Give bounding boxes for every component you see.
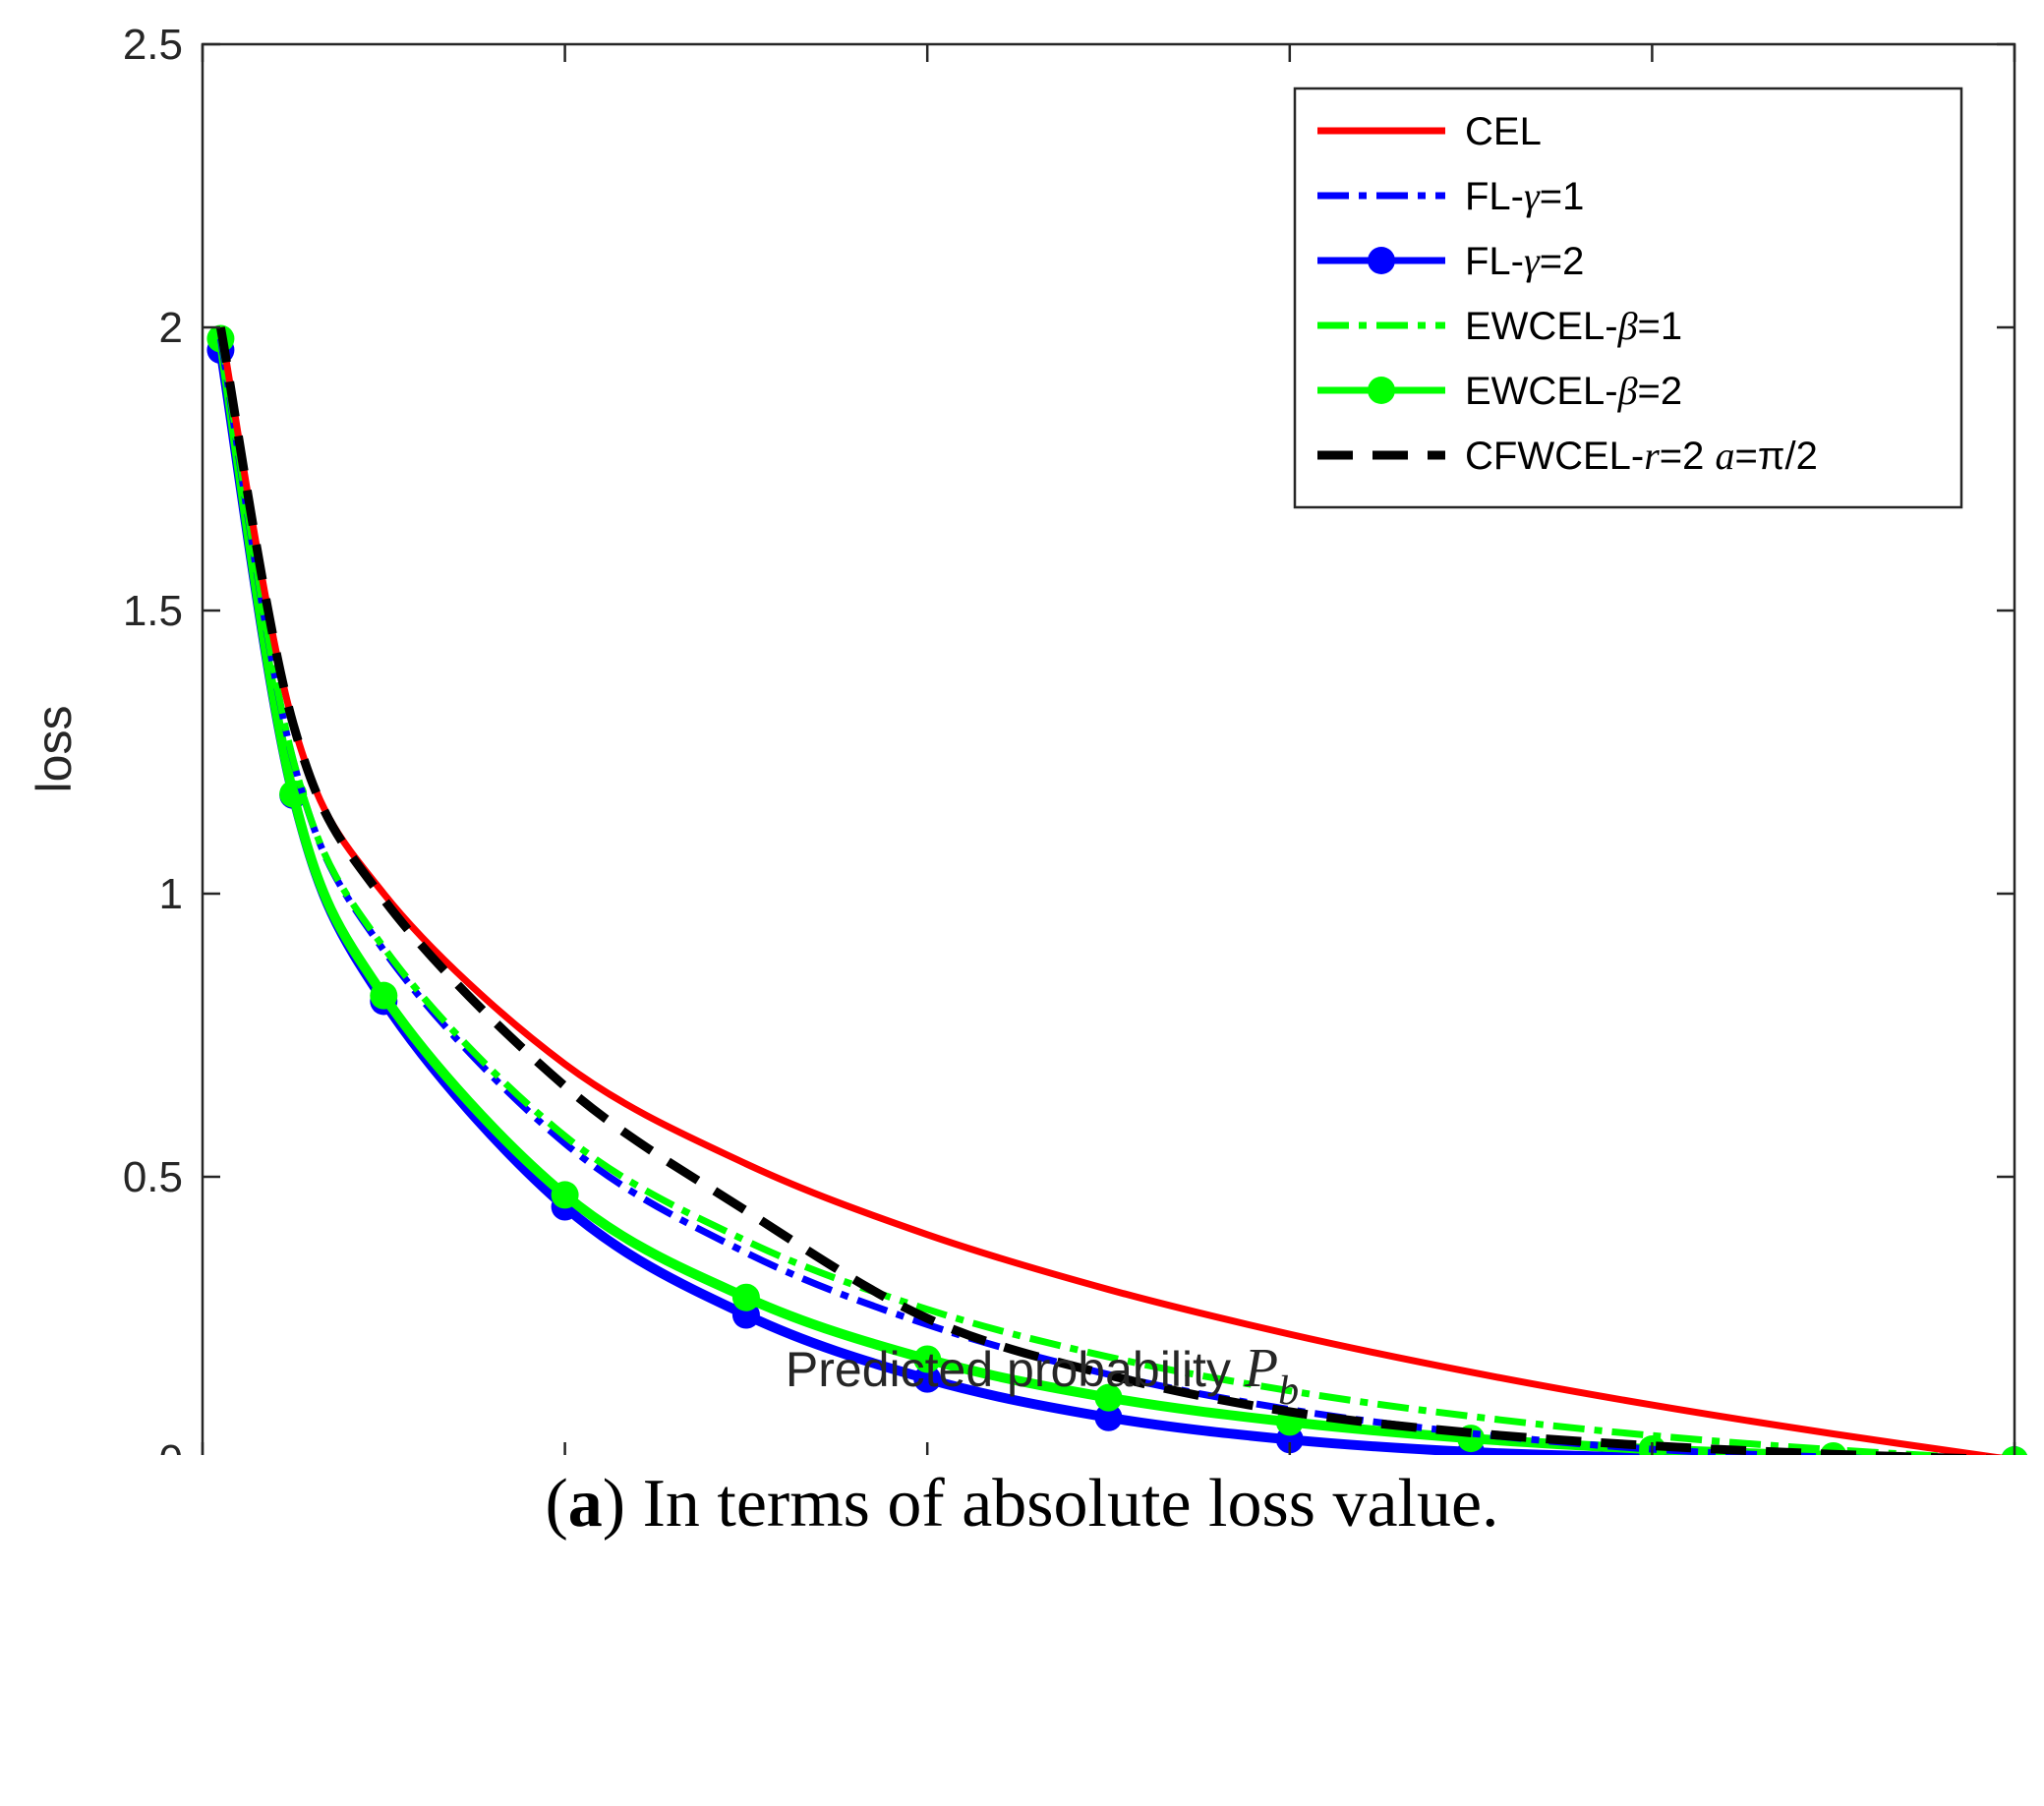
legend-box: [1293, 87, 1963, 509]
legend-label: CFWCEL-r=2 a=π/2: [1465, 434, 1818, 478]
caption-text: In terms of absolute loss value.: [625, 1466, 1499, 1542]
y-axis: 0 0.5 1 1.5 2 2.5: [123, 21, 2015, 1455]
legend-label: FL-γ=1: [1465, 174, 1584, 218]
legend-marker: [1368, 377, 1395, 404]
series-line: [216, 332, 1987, 1455]
series-point: [1094, 1403, 1123, 1431]
legend-label: FL-γ=2: [1465, 239, 1584, 283]
caption-label: a: [567, 1466, 603, 1542]
series-point: [1094, 1383, 1123, 1412]
y-tick-label: 2: [159, 304, 183, 352]
series-point: [551, 1181, 579, 1209]
x-axis-label: Predicted probability Pb: [786, 1338, 1299, 1414]
series-line: [215, 326, 1999, 1455]
y-tick-label: 1: [159, 870, 183, 918]
legend: CEL FL-γ=1 FL-γ=2 EWCEL-β=1 EWCEL-β=2 CFWCEL-…: [1293, 87, 1963, 509]
series-5: [215, 326, 1999, 1455]
legend-label: EWCEL-β=2: [1465, 369, 1682, 413]
plot-area: [206, 324, 2028, 1455]
series-point: [913, 1345, 942, 1373]
legend-label: EWCEL-β=1: [1465, 304, 1682, 348]
legend-marker: [1368, 247, 1395, 274]
series-3: [216, 332, 1987, 1455]
y-tick-label: 2.5: [123, 21, 183, 69]
loss-chart: 00.20.40.60.81 0 0.5 1 1.5 2 2.5 Predicted pr…: [27, 21, 2028, 1455]
y-tick-label: 1.5: [123, 587, 183, 635]
legend-label: CEL: [1465, 110, 1542, 153]
series-point: [913, 1365, 942, 1393]
y-axis-label: loss: [27, 706, 82, 793]
x-axis: 00.20.40.60.81: [201, 44, 2016, 1455]
series-point: [370, 981, 398, 1010]
y-tick-label: 0: [159, 1436, 183, 1455]
y-tick-label: 0.5: [123, 1153, 183, 1201]
figure-caption: (a) In terms of absolute loss value.: [545, 1466, 1499, 1542]
series-point: [731, 1283, 760, 1311]
plot-frame: [201, 42, 2016, 1455]
